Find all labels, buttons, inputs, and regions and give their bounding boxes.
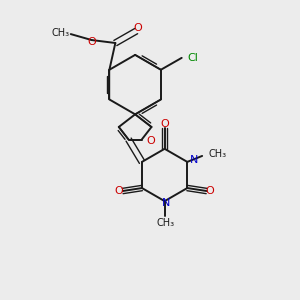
Text: O: O [133,23,142,33]
Text: N: N [190,155,198,165]
Text: Cl: Cl [188,53,199,63]
Text: O: O [88,37,97,46]
Text: CH₃: CH₃ [51,28,69,38]
Text: O: O [146,136,155,146]
Text: O: O [115,186,124,196]
Text: O: O [161,119,170,129]
Text: N: N [162,199,170,208]
Text: O: O [206,186,214,196]
Text: CH₃: CH₃ [208,149,226,160]
Text: CH₃: CH₃ [156,218,174,228]
